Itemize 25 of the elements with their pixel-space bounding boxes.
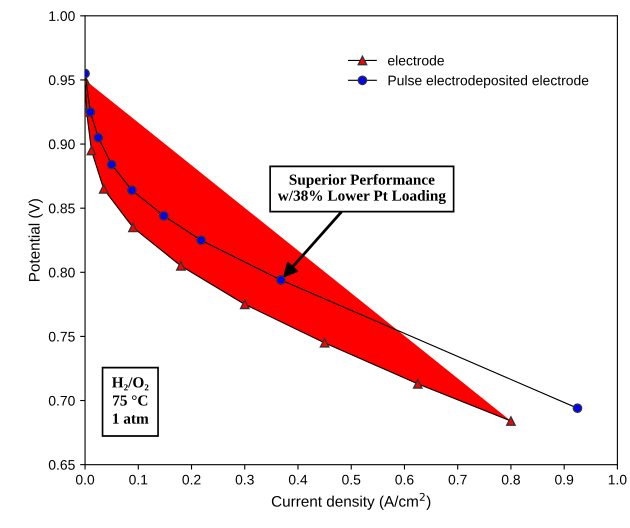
x-tick-label: 0.9 xyxy=(555,474,574,485)
y-tick-label: 0.80 xyxy=(48,268,75,278)
x-tick-label: 0.8 xyxy=(502,474,520,485)
annotation: Superior Performance w/38% Lower Pt Loading xyxy=(278,174,446,204)
x-tick-label: 0.0 xyxy=(76,474,94,485)
y-tick-label: 0.85 xyxy=(48,204,75,214)
x-tick-label: 0.3 xyxy=(236,474,254,485)
x-tick-label: 0.5 xyxy=(342,474,360,485)
y-tick-label: 0.75 xyxy=(48,332,75,342)
x-tick-label: 0.7 xyxy=(448,474,467,485)
annotation: H₂/O₂ 75 °C 1 atm xyxy=(112,377,148,424)
x-tick-label: 0.6 xyxy=(395,474,414,485)
x-tick-label: 1.0 xyxy=(608,474,627,485)
legend-label: Pulse electrodeposited electrode xyxy=(388,75,588,88)
y-axis-title: Potential (V) xyxy=(28,199,43,282)
x-tick-label: 0.1 xyxy=(129,474,148,485)
y-tick-label: 1.00 xyxy=(49,11,75,22)
y-tick-label: 0.95 xyxy=(48,75,75,86)
y-tick-label: 0.90 xyxy=(48,139,75,150)
legend-label: electrode xyxy=(388,55,444,66)
y-tick-label: 0.65 xyxy=(48,460,75,470)
x-tick-label: 0.2 xyxy=(182,474,200,485)
x-axis-title: Current density (A/cm$^{2}$) xyxy=(272,492,430,510)
x-tick-label: 0.4 xyxy=(288,474,308,485)
y-tick-label: 0.70 xyxy=(48,396,75,406)
